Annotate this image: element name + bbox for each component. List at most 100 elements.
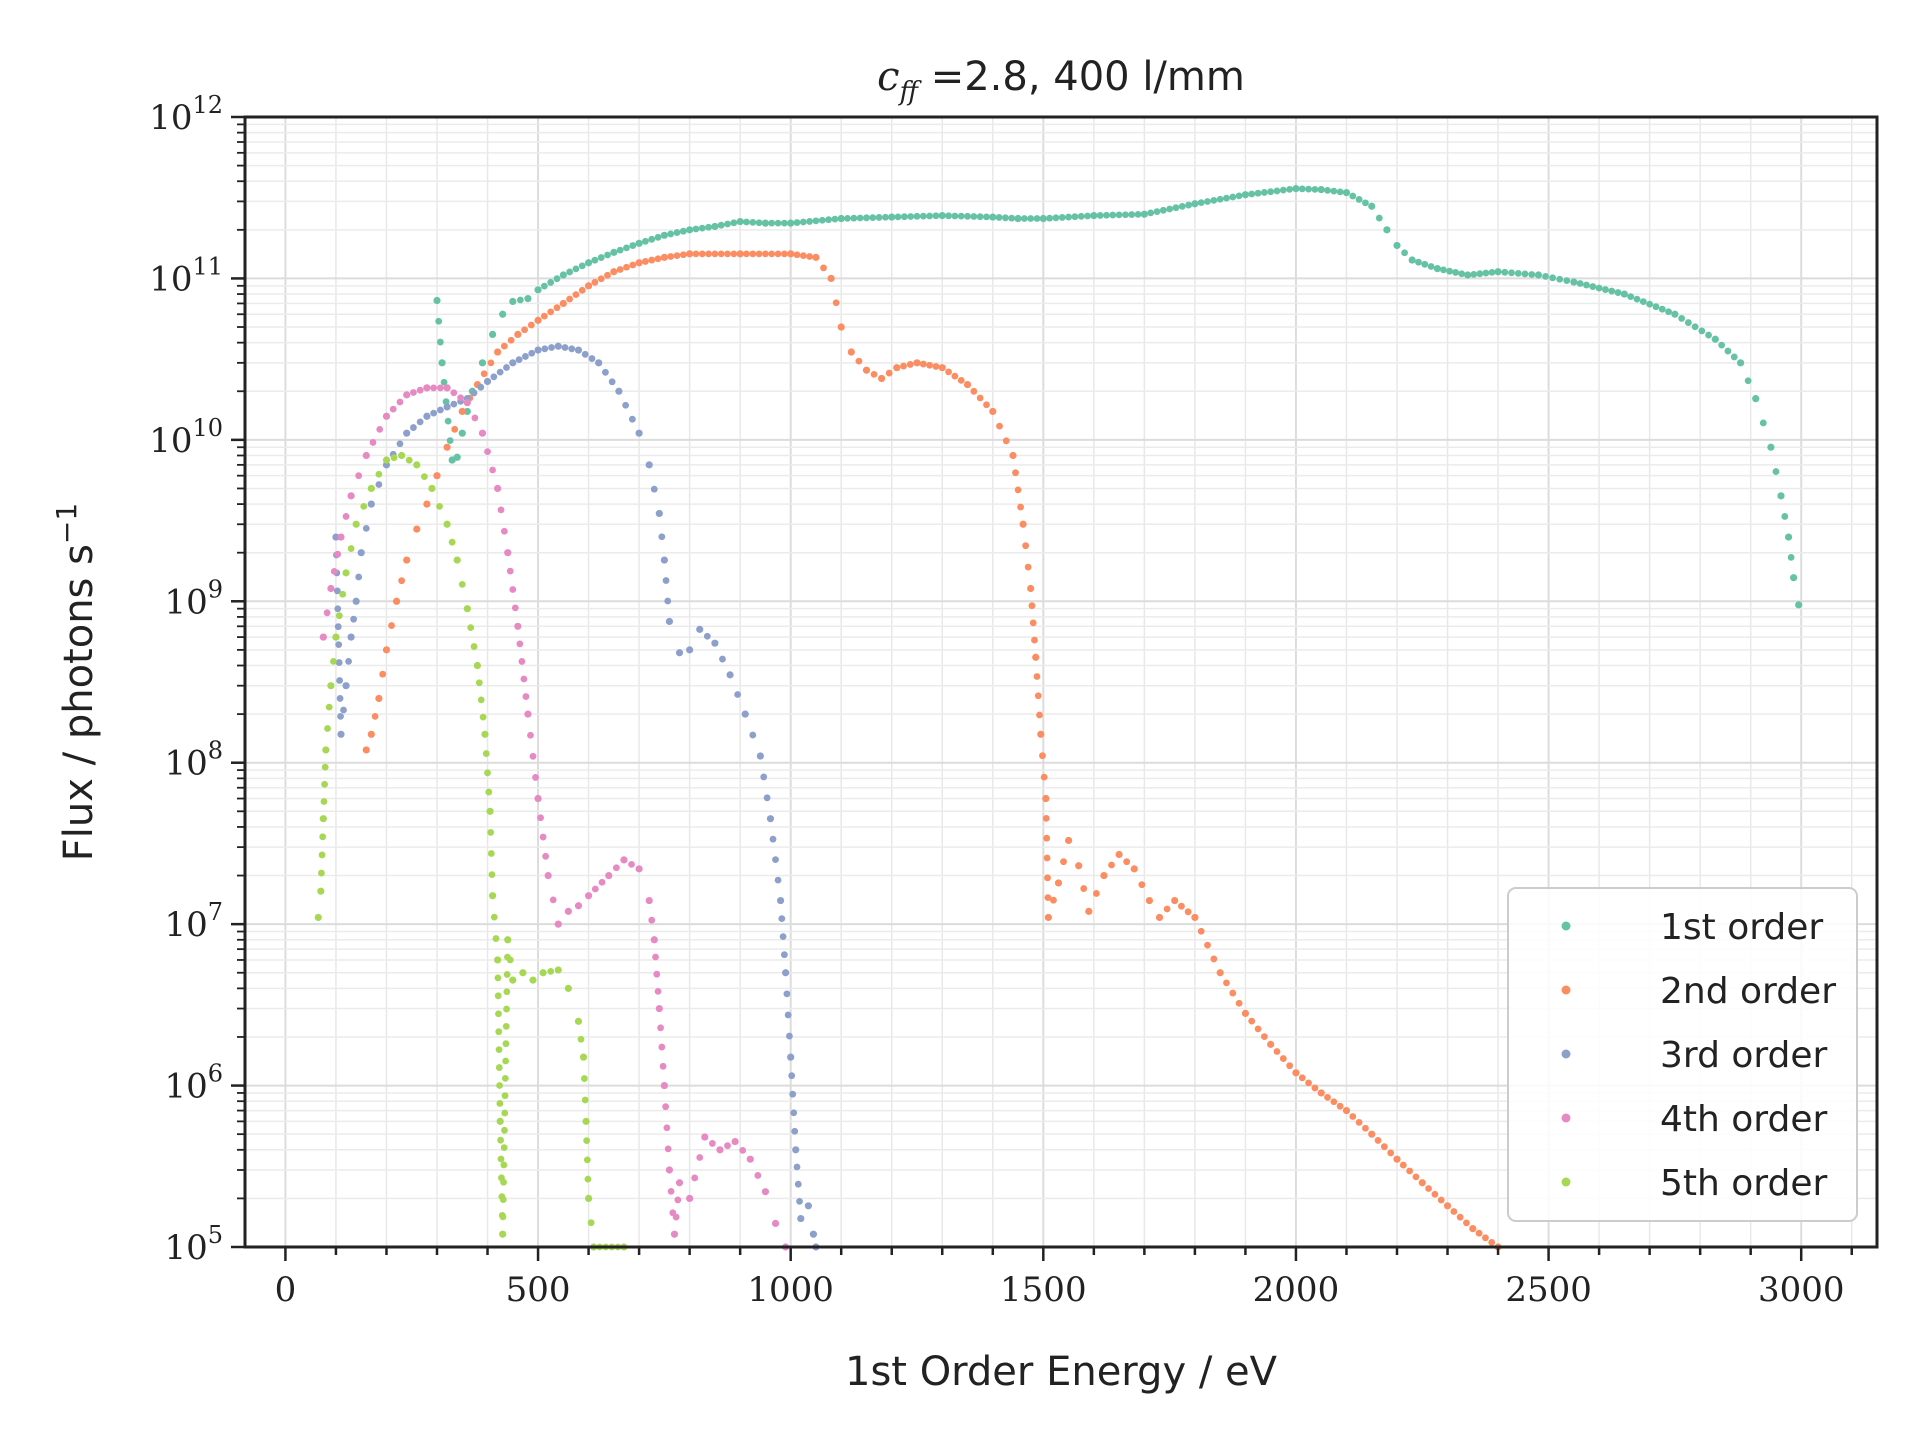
data-point bbox=[716, 1146, 724, 1154]
data-point bbox=[1418, 1179, 1426, 1187]
data-point bbox=[662, 577, 670, 584]
data-point bbox=[652, 953, 659, 961]
data-point bbox=[964, 212, 971, 220]
data-point bbox=[888, 213, 896, 221]
data-point bbox=[362, 746, 370, 754]
data-point bbox=[500, 527, 508, 535]
data-point bbox=[501, 1126, 508, 1134]
data-point bbox=[1646, 300, 1654, 308]
data-point bbox=[337, 730, 345, 738]
data-point bbox=[1254, 1025, 1262, 1033]
data-point bbox=[850, 214, 858, 222]
data-point bbox=[497, 506, 505, 514]
data-point bbox=[1342, 189, 1351, 197]
data-point bbox=[793, 251, 801, 259]
data-point bbox=[790, 1109, 798, 1117]
data-point bbox=[319, 633, 327, 641]
data-point bbox=[1109, 211, 1117, 219]
data-point bbox=[1002, 214, 1009, 222]
y-tick-label: 109 bbox=[164, 575, 223, 622]
data-point bbox=[761, 1188, 770, 1196]
data-point bbox=[1772, 468, 1780, 475]
x-tick-label: 2000 bbox=[1253, 1270, 1340, 1310]
data-point bbox=[1556, 275, 1564, 283]
data-point bbox=[696, 1154, 704, 1161]
data-point bbox=[1054, 879, 1063, 887]
data-point bbox=[1292, 185, 1300, 193]
data-point bbox=[831, 215, 839, 223]
data-point bbox=[542, 852, 550, 860]
data-point bbox=[847, 348, 855, 356]
data-point bbox=[479, 713, 487, 721]
data-point bbox=[1298, 185, 1306, 193]
data-point bbox=[755, 250, 763, 258]
data-point bbox=[762, 250, 769, 258]
data-point bbox=[976, 213, 984, 221]
data-point bbox=[496, 1100, 504, 1107]
data-point bbox=[660, 253, 668, 261]
data-point bbox=[584, 259, 593, 267]
series-5 bbox=[314, 451, 628, 1251]
data-point bbox=[662, 1103, 670, 1111]
data-point bbox=[574, 902, 583, 910]
data-point bbox=[360, 502, 368, 510]
data-point bbox=[547, 967, 555, 975]
data-point bbox=[783, 990, 791, 998]
data-point bbox=[1362, 199, 1369, 207]
data-point bbox=[658, 1043, 666, 1051]
data-point bbox=[499, 1230, 507, 1238]
data-point bbox=[436, 338, 444, 346]
data-point bbox=[405, 456, 413, 464]
data-point bbox=[583, 1137, 591, 1145]
data-point bbox=[650, 485, 658, 493]
data-point bbox=[1248, 190, 1256, 198]
data-point bbox=[503, 364, 510, 371]
data-point bbox=[489, 466, 496, 474]
data-point bbox=[674, 1196, 682, 1204]
data-point bbox=[450, 400, 458, 408]
data-point bbox=[527, 321, 535, 329]
x-tick-label: 2500 bbox=[1505, 1270, 1592, 1310]
data-point bbox=[616, 266, 624, 273]
data-point bbox=[375, 694, 383, 703]
data-point bbox=[514, 330, 522, 339]
data-point bbox=[440, 378, 448, 386]
data-point bbox=[655, 509, 663, 518]
data-point bbox=[453, 556, 461, 564]
data-point bbox=[648, 256, 656, 264]
data-point bbox=[1108, 861, 1115, 869]
data-point bbox=[516, 640, 524, 648]
data-point bbox=[1204, 198, 1211, 205]
data-point bbox=[488, 871, 496, 879]
data-point bbox=[711, 250, 719, 258]
data-point bbox=[318, 869, 325, 877]
data-point bbox=[696, 625, 704, 633]
data-point bbox=[1330, 1098, 1338, 1106]
data-point bbox=[522, 693, 530, 700]
data-point bbox=[1482, 1234, 1489, 1242]
data-point bbox=[487, 359, 495, 367]
data-point bbox=[1421, 260, 1429, 268]
data-point bbox=[1589, 283, 1597, 290]
data-point bbox=[837, 214, 845, 223]
data-point bbox=[578, 286, 586, 294]
data-point bbox=[1470, 270, 1478, 278]
data-point bbox=[779, 933, 787, 941]
data-point bbox=[1375, 214, 1383, 222]
data-point bbox=[564, 984, 572, 992]
data-point bbox=[553, 275, 561, 283]
data-point bbox=[1393, 241, 1401, 250]
data-point bbox=[1043, 834, 1051, 842]
data-point bbox=[529, 976, 537, 984]
chart-title: cff =2.8, 400 l/mm bbox=[877, 54, 1245, 107]
data-point bbox=[1033, 673, 1041, 680]
legend-marker bbox=[1561, 985, 1571, 995]
data-point bbox=[1092, 890, 1100, 897]
data-point bbox=[1012, 469, 1019, 477]
data-point bbox=[1100, 871, 1108, 880]
data-point bbox=[1450, 1208, 1458, 1215]
legend-box bbox=[1507, 887, 1858, 1222]
data-point bbox=[1463, 1219, 1470, 1227]
data-point bbox=[506, 567, 514, 575]
x-axis-label: 1st Order Energy / eV bbox=[845, 1349, 1278, 1395]
